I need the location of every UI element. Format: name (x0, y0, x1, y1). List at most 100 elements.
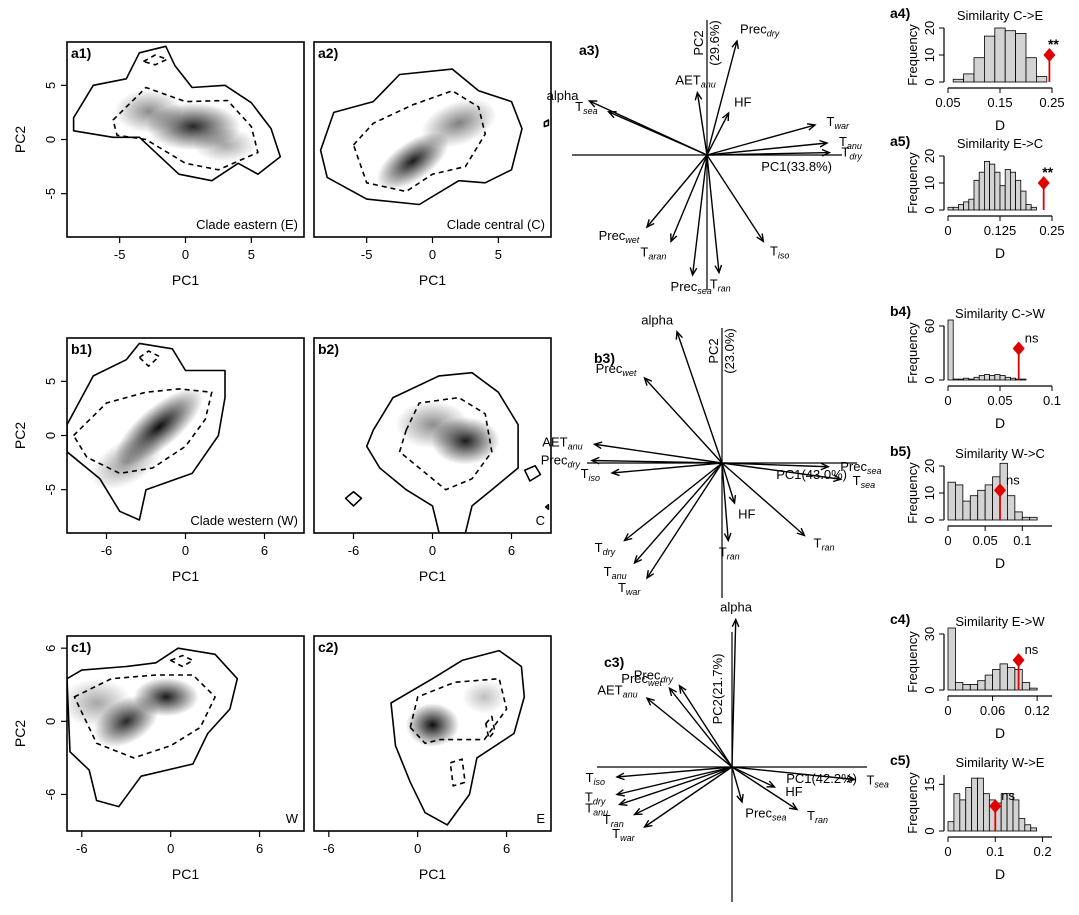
histogram-bar (1029, 516, 1038, 521)
loading-arrow-head (731, 39, 739, 50)
biplot-b3: b3) PC1(43.0%) PC2 (23.0%) alpha Precwet AETan… (541, 312, 881, 598)
density-field (72, 45, 282, 182)
y-tick-label: 20 (922, 149, 937, 163)
loading-arrow-shaft (721, 462, 729, 541)
variable-label: alpha (547, 88, 580, 103)
histogram-c5: ns 0 15 0 0.1 0.2 D Frequency Similarity W->E c5) (890, 752, 1052, 882)
variable-label: Tsea (866, 773, 888, 790)
loading-arrow-head (736, 793, 744, 804)
loading-arrow-shaft (731, 766, 855, 781)
y-axis-label: Frequency (905, 152, 920, 214)
pc2-label: (29.6%) (707, 20, 722, 66)
loading-arrow-shaft (670, 154, 708, 242)
loading-arrow-head (820, 462, 830, 471)
y-tick-label: 20 (922, 21, 937, 35)
y-tick-label: 0 (922, 206, 937, 213)
loading-arrow-shaft (634, 766, 733, 816)
variable-label: Tdry (595, 540, 616, 557)
variable-label: Tran (603, 812, 624, 829)
variable-label: Precdry (634, 668, 674, 685)
loading-arrow-shaft (633, 462, 723, 564)
histogram-b5: ns 0 10 20 0 0.05 0.1 D Frequency Similarity W->C… (890, 443, 1052, 571)
density-blob (462, 679, 507, 714)
loading-arrow-head (846, 774, 857, 783)
inner-contour (73, 674, 216, 759)
histogram-bar (1007, 495, 1016, 521)
x-tick-label: 0 (414, 841, 421, 856)
panel-label: b5) (890, 443, 911, 459)
density-field (344, 371, 550, 533)
variable-label: Tran (710, 277, 731, 294)
x-tick-label: 0 (167, 841, 174, 856)
density-blob (114, 89, 183, 133)
outer-contour (365, 371, 519, 533)
x-tick-label: 0 (944, 703, 951, 718)
y-tick-label: 0 (43, 432, 58, 439)
y-tick-label: 0 (922, 516, 937, 523)
histogram-bar (955, 682, 964, 691)
density-blob (420, 98, 497, 148)
loading-arrow-shaft (594, 443, 723, 464)
histogram-bar (963, 377, 970, 381)
histogram-bar (973, 57, 985, 83)
y-axis-label: PC2 (12, 126, 28, 153)
inner-contour-island (484, 715, 496, 740)
loading-arrow-head (646, 569, 655, 580)
biplot-c3: c3)PC1(42.2%)PC2(21.7%)alphaPrecwetPrecd… (585, 600, 889, 902)
inner-contour (409, 677, 508, 745)
histogram-bar (971, 777, 978, 832)
observed-marker (1043, 48, 1056, 62)
x-tick-label: 0 (944, 533, 951, 548)
loading-arrow-head (721, 111, 730, 122)
histogram-bar (994, 374, 1001, 381)
clade-label: E (536, 811, 545, 826)
histogram-b4: ns 0 60 0 0.05 0.1 D Frequency Similarity C->W b4… (890, 303, 1061, 431)
histogram-bar (984, 160, 991, 211)
histogram-bar (992, 476, 1001, 521)
loading-arrow-head (714, 264, 723, 275)
panel-label: b3) (594, 350, 615, 366)
y-tick-label: 20 (922, 459, 937, 473)
loading-arrow-shaft (696, 92, 708, 156)
observed-marker (1012, 341, 1025, 356)
loading-arrow-head (756, 233, 765, 243)
histogram-bar (999, 375, 1006, 381)
loading-arrow-shaft (676, 331, 723, 464)
loading-arrow-head (607, 111, 617, 119)
panel-frame (66, 635, 305, 832)
loading-arrow-shaft (668, 687, 733, 768)
variable-label: Tiso (581, 466, 600, 483)
histogram-title: Similarity E->C (957, 136, 1043, 151)
clade-label: W (286, 811, 299, 826)
variable-label: Twar (827, 114, 850, 131)
histogram-bar (1024, 824, 1032, 832)
y-tick-label: 5 (43, 378, 58, 385)
x-tick-label: 0.1 (1043, 393, 1061, 408)
x-tick-label: 0 (182, 543, 189, 558)
histogram-bar (1018, 818, 1026, 832)
y-tick-label: 0 (922, 376, 937, 383)
histogram-bar (1004, 169, 1011, 211)
variable-label: alpha (720, 600, 753, 615)
histogram-bar (978, 171, 985, 211)
histogram-bar (969, 495, 979, 521)
panel-frame (66, 337, 305, 534)
x-tick-label: 5 (495, 247, 502, 262)
loading-arrow-head (633, 555, 643, 565)
loading-arrow-head (678, 684, 687, 694)
significance-label: ** (1048, 36, 1059, 52)
loading-arrow-shaft (706, 124, 816, 156)
histogram-bar (994, 171, 1001, 211)
histogram-bar (958, 204, 965, 211)
loading-arrow-shaft (706, 142, 828, 156)
panel-label: a2) (318, 45, 338, 61)
histogram-bar (1014, 511, 1023, 521)
histogram-bar (947, 821, 955, 832)
loading-arrow-shaft (591, 459, 723, 464)
histogram-bar (1004, 376, 1011, 381)
density-field (390, 649, 526, 826)
loading-arrow-head (617, 798, 628, 806)
loading-arrow-shaft (721, 462, 736, 504)
variable-label: Tdry (841, 144, 862, 161)
variable-label: Tanu (839, 134, 862, 151)
